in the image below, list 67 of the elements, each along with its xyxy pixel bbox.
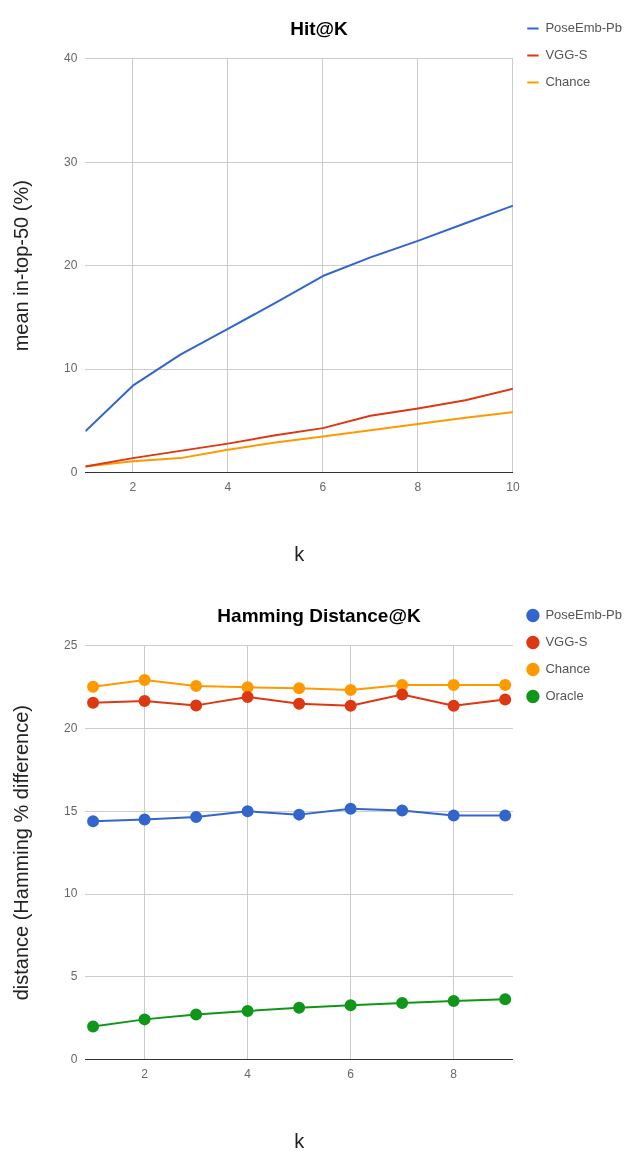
point bbox=[87, 680, 100, 693]
x-tick-label: 4 bbox=[224, 480, 232, 495]
x-tick-label: 8 bbox=[450, 1067, 458, 1082]
point bbox=[87, 815, 100, 828]
point bbox=[241, 1004, 254, 1017]
point bbox=[396, 688, 409, 701]
point bbox=[396, 996, 409, 1009]
y-tick-label: 10 bbox=[63, 886, 78, 901]
y-tick-label: 0 bbox=[70, 1051, 78, 1066]
y-tick-label: 20 bbox=[63, 720, 78, 735]
chart-title: Hamming Distance@K bbox=[217, 604, 421, 626]
point bbox=[241, 805, 254, 818]
point bbox=[190, 699, 203, 712]
point bbox=[499, 809, 512, 822]
x-tick-label: 4 bbox=[244, 1067, 252, 1082]
point bbox=[447, 679, 460, 692]
y-axis-title: mean in-top-50 (%) bbox=[9, 180, 32, 352]
point bbox=[293, 1001, 306, 1014]
point bbox=[344, 999, 357, 1012]
x-tick-label: 2 bbox=[141, 1067, 149, 1082]
x-axis-title: k bbox=[294, 1129, 306, 1152]
point bbox=[293, 697, 306, 710]
chart-title: Hit@K bbox=[290, 17, 349, 39]
legend-label: Oracle bbox=[545, 688, 584, 704]
point bbox=[396, 804, 409, 817]
point bbox=[447, 995, 460, 1008]
legend-label: Chance bbox=[545, 661, 591, 677]
y-tick-label: 30 bbox=[63, 154, 78, 169]
legend-label: PoseEmb-Pb bbox=[545, 20, 622, 36]
x-axis-title: k bbox=[294, 542, 306, 565]
point bbox=[138, 694, 151, 707]
point bbox=[344, 699, 357, 712]
x-tick-label: 10 bbox=[506, 480, 520, 495]
y-tick-label: 10 bbox=[63, 361, 78, 376]
x-tick-label: 6 bbox=[347, 1067, 355, 1082]
y-tick-label: 25 bbox=[63, 638, 78, 653]
point bbox=[499, 993, 512, 1006]
point bbox=[87, 696, 100, 709]
point bbox=[190, 811, 203, 824]
point bbox=[138, 813, 151, 826]
point bbox=[447, 699, 460, 712]
y-tick-label: 0 bbox=[70, 464, 78, 479]
x-tick-label: 6 bbox=[319, 480, 327, 495]
point bbox=[447, 809, 460, 822]
y-axis-title: distance (Hamming % difference) bbox=[9, 705, 32, 1001]
legend-label: VGG-S bbox=[545, 634, 588, 650]
point bbox=[293, 682, 306, 695]
legend-label: PoseEmb-Pb bbox=[545, 607, 622, 623]
y-tick-label: 15 bbox=[63, 803, 78, 818]
point bbox=[344, 802, 357, 815]
y-tick-label: 40 bbox=[63, 51, 78, 66]
y-tick-label: 5 bbox=[70, 969, 78, 984]
point bbox=[138, 673, 151, 686]
x-tick-label: 2 bbox=[129, 480, 137, 495]
point bbox=[87, 1020, 100, 1033]
point bbox=[344, 683, 357, 696]
legend-label: VGG-S bbox=[545, 47, 588, 63]
legend-label: Chance bbox=[545, 74, 591, 90]
point bbox=[499, 679, 512, 692]
point bbox=[138, 1013, 151, 1026]
x-tick-label: 8 bbox=[414, 480, 422, 495]
point bbox=[293, 808, 306, 821]
point bbox=[190, 680, 203, 693]
point bbox=[190, 1008, 203, 1021]
point bbox=[499, 693, 512, 706]
point bbox=[241, 690, 254, 703]
y-tick-label: 20 bbox=[63, 258, 78, 273]
